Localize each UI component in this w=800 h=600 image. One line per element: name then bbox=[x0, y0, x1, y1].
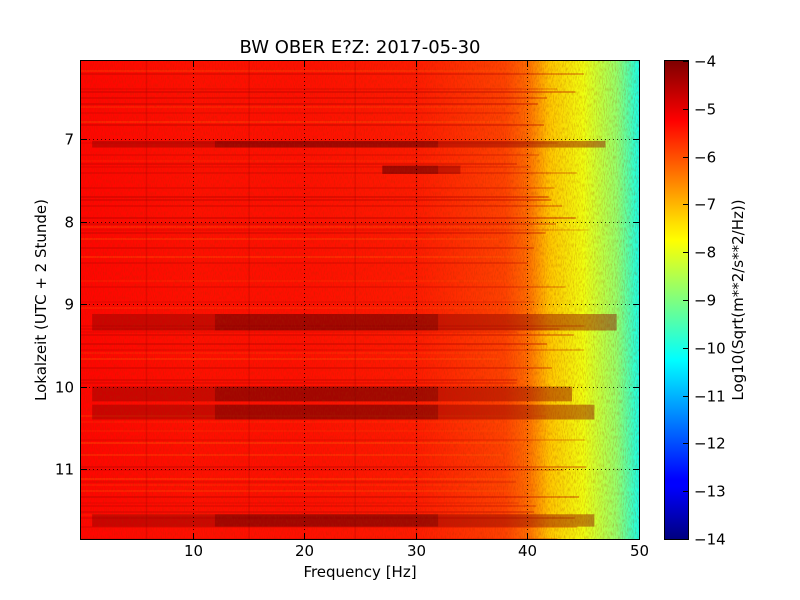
chart-title: BW OBER E?Z: 2017-05-30 bbox=[240, 37, 481, 58]
gridlines bbox=[81, 61, 639, 539]
colorbar-scale bbox=[665, 61, 688, 539]
colorbar-tick-label: −7 bbox=[694, 196, 716, 214]
colorbar-tick-label: −9 bbox=[694, 292, 716, 310]
y-tick-label: 9 bbox=[64, 296, 74, 314]
texture-overlay bbox=[81, 61, 639, 539]
colorbar-label: Log10(Sqrt(m**2/s**2/Hz)) bbox=[729, 199, 747, 400]
x-axis-ticks: 10 20 30 40 50 bbox=[184, 61, 649, 560]
colorbar-ticks: −4 −5 −6 −7 −8 −9 −10 −11 −12 −13 −14 bbox=[683, 53, 726, 549]
x-tick-label: 40 bbox=[518, 542, 537, 560]
colorbar-tick-label: −8 bbox=[694, 244, 716, 262]
plot-frame bbox=[80, 60, 640, 540]
x-axis-label: Frequency [Hz] bbox=[303, 563, 416, 581]
x-tick-label: 20 bbox=[295, 542, 314, 560]
x-tick-label: 30 bbox=[407, 542, 426, 560]
colorbar-tick-label: −10 bbox=[694, 340, 726, 358]
y-axis-ticks: 7 8 9 10 11 bbox=[55, 131, 639, 479]
colorbar-tick-label: −6 bbox=[694, 149, 716, 167]
colorbar-tick-label: −11 bbox=[694, 388, 726, 406]
x-tick-label: 10 bbox=[184, 542, 203, 560]
colorbar-tick-label: −13 bbox=[694, 483, 726, 501]
colorbar-tick-label: −5 bbox=[694, 101, 716, 119]
colorbar: −4 −5 −6 −7 −8 −9 −10 −11 −12 −13 −14 Log10(Sqrt(m… bbox=[664, 53, 747, 549]
colorbar-tick-label: −4 bbox=[694, 53, 716, 71]
y-tick-label: 7 bbox=[64, 131, 74, 149]
y-tick-label: 11 bbox=[55, 461, 74, 479]
y-tick-label: 10 bbox=[55, 379, 74, 397]
colorbar-frame bbox=[664, 60, 689, 540]
y-tick-label: 8 bbox=[64, 214, 74, 232]
colorbar-tick-label: −14 bbox=[694, 531, 726, 549]
x-tick-label: 50 bbox=[630, 542, 649, 560]
colorbar-tick-label: −12 bbox=[694, 435, 726, 453]
plot-area bbox=[81, 61, 639, 539]
y-axis-label: Lokalzeit (UTC + 2 Stunde) bbox=[32, 199, 50, 401]
